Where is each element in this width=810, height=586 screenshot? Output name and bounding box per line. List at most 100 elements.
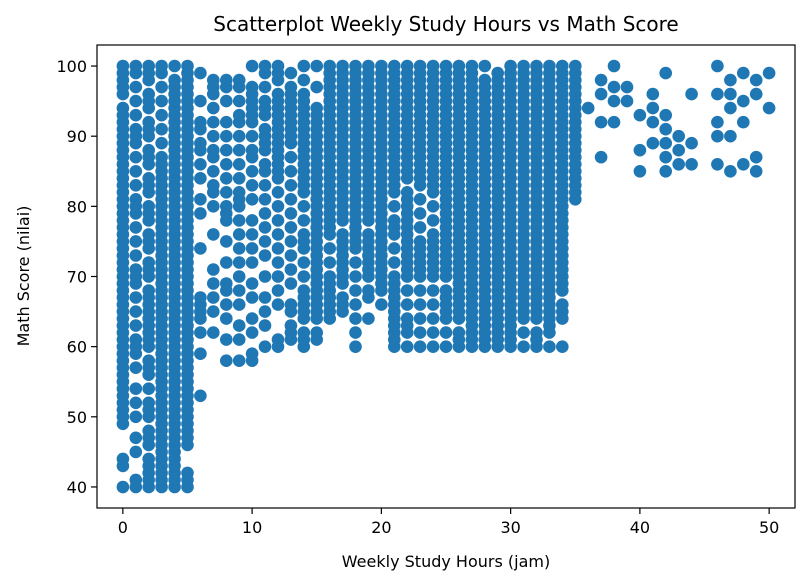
data-point [413, 256, 427, 269]
data-point [194, 136, 207, 150]
y-tick-label: 80 [67, 197, 87, 216]
data-point [181, 403, 194, 417]
data-point [155, 424, 168, 438]
data-point [737, 115, 750, 129]
data-point [413, 298, 427, 311]
data-point [413, 326, 427, 339]
data-point [245, 312, 259, 325]
data-point [271, 186, 285, 199]
data-point [271, 256, 285, 269]
data-point [349, 340, 362, 354]
data-point [232, 94, 246, 108]
data-point [271, 298, 285, 311]
data-point [116, 452, 130, 466]
data-point [737, 66, 750, 80]
data-point [517, 340, 530, 354]
data-point [439, 284, 453, 297]
data-point [362, 59, 375, 73]
data-point [336, 249, 349, 262]
data-point [388, 277, 401, 290]
y-tick-label: 40 [67, 478, 87, 497]
data-point [129, 179, 143, 192]
data-point [258, 270, 272, 283]
data-point [413, 312, 427, 325]
data-point [711, 158, 724, 171]
data-point [556, 242, 569, 255]
data-point [284, 319, 298, 332]
data-point [284, 165, 298, 178]
data-point [116, 382, 130, 396]
data-point [336, 228, 349, 241]
data-point [142, 291, 155, 304]
data-point [556, 263, 569, 276]
data-point [245, 277, 259, 290]
data-point [220, 115, 233, 129]
data-point [271, 228, 285, 241]
data-point [375, 277, 388, 290]
data-point [116, 480, 130, 494]
data-point [129, 200, 143, 213]
data-point [297, 228, 311, 241]
data-point [426, 263, 440, 276]
x-tick-label: 20 [371, 518, 391, 537]
data-point [232, 186, 246, 199]
data-point [258, 221, 272, 234]
data-point [517, 326, 530, 339]
data-point [129, 150, 143, 164]
data-point [749, 73, 763, 87]
data-point [452, 59, 466, 73]
data-point [207, 263, 220, 276]
data-point [400, 186, 414, 199]
data-point [155, 382, 168, 396]
x-tick-label: 50 [759, 518, 779, 537]
data-point [724, 73, 737, 87]
data-point [232, 256, 246, 269]
data-point [556, 214, 569, 227]
data-point [245, 326, 259, 339]
data-point [685, 158, 698, 171]
data-point [181, 466, 194, 480]
data-point [207, 305, 220, 318]
data-point [517, 59, 530, 73]
data-point [232, 73, 246, 87]
data-point [711, 115, 724, 129]
data-point [116, 101, 130, 115]
data-point [271, 284, 285, 297]
data-point [711, 129, 724, 143]
data-point [400, 312, 414, 325]
y-tick-label: 90 [67, 127, 87, 146]
data-point [271, 200, 285, 213]
x-tick-label: 40 [630, 518, 650, 537]
data-point [129, 270, 143, 283]
data-point [413, 284, 427, 297]
data-point [271, 242, 285, 255]
data-point [155, 186, 168, 199]
data-point [620, 80, 634, 94]
data-point [155, 59, 168, 73]
data-point [749, 87, 763, 101]
data-point [646, 87, 660, 101]
data-point [362, 193, 375, 206]
data-point [142, 263, 155, 276]
data-point [129, 319, 143, 332]
data-point [284, 66, 298, 80]
data-point [271, 333, 285, 346]
data-point [426, 298, 440, 311]
data-point [142, 150, 155, 164]
data-point [362, 249, 375, 262]
data-point [142, 305, 155, 318]
data-point [232, 158, 246, 171]
data-point [232, 214, 246, 227]
data-point [284, 80, 298, 94]
data-point [388, 319, 401, 332]
data-point [646, 115, 660, 129]
data-point [310, 80, 324, 94]
data-point [129, 165, 143, 178]
data-point [375, 59, 388, 73]
data-point [388, 333, 401, 346]
data-point [439, 326, 453, 339]
data-point [297, 256, 311, 269]
data-point [245, 143, 259, 157]
data-point [245, 214, 259, 227]
data-point [155, 298, 168, 311]
